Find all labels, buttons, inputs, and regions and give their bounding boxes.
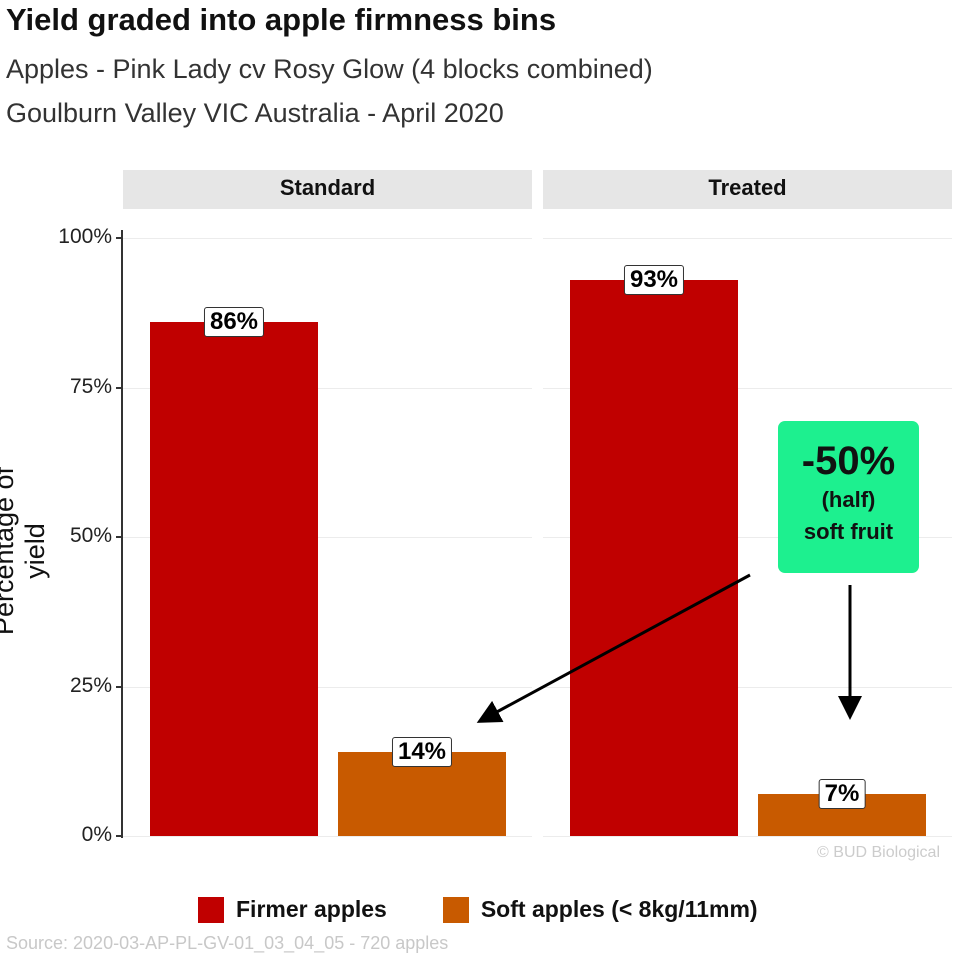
gridline [543,686,952,688]
panel-strip-treated: Treated [543,170,952,209]
gridline [543,238,952,239]
subtitle-line-2: Goulburn Valley VIC Australia - April 20… [6,98,504,128]
data-label: 14% [391,737,453,768]
bar-treated-firmer [570,279,738,836]
annotation-line-2: (half) [821,487,876,512]
legend: Firmer apples Soft apples (< 8kg/11mm) [198,896,758,923]
subtitle-line-1: Apples - Pink Lady cv Rosy Glow (4 block… [6,54,653,84]
y-tick-label: 75% [69,374,112,398]
gridline [123,387,532,389]
legend-label-firmer: Firmer apples [236,896,387,922]
y-tick-label: 25% [69,673,112,697]
gridline [543,537,952,538]
data-label: 93% [623,264,685,295]
gridline [543,836,952,837]
y-tick-label: 0% [81,823,112,846]
gridline [123,686,532,688]
legend-swatch-firmer [198,896,224,923]
y-tick-mark [116,536,122,538]
panel-strip-standard: Standard [123,170,532,209]
data-label: 86% [203,306,265,337]
legend-label-soft: Soft apples (< 8kg/11mm) [480,896,758,922]
gridline [543,387,952,389]
gridline [123,537,532,538]
arrow-to-standard-soft [476,573,751,723]
annotation-line-3: soft fruit [803,519,894,544]
data-label: 7% [818,779,866,810]
gridline [123,238,532,239]
gridline [123,836,532,837]
annotation-value: -50% [801,439,896,483]
y-tick-label: 100% [58,225,112,248]
y-axis-line [121,230,123,838]
source-note: Source: 2020-03-AP-PL-GV-01_03_04_05 - 7… [6,933,449,953]
chart-title: Yield graded into apple firmness bins [6,2,557,37]
y-tick-label: 50% [69,524,112,547]
y-tick-mark [116,237,122,239]
y-tick-mark [116,835,122,837]
annotation-box: -50% (half) soft fruit [778,421,919,573]
y-tick-mark [116,386,122,389]
bar-standard-firmer [150,321,318,836]
copyright: © BUD Biological [817,844,940,861]
y-tick-mark [116,685,122,688]
legend-swatch-soft [442,896,469,923]
